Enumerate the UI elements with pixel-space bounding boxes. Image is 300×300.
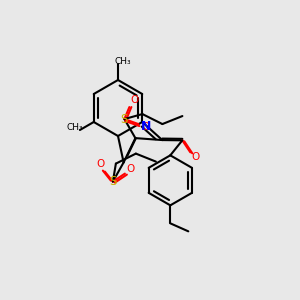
Text: S: S: [109, 175, 117, 188]
Text: O: O: [130, 95, 139, 105]
Text: CH₃: CH₃: [67, 122, 83, 131]
Text: S: S: [121, 112, 128, 126]
Text: O: O: [97, 159, 105, 169]
Text: O: O: [141, 122, 149, 132]
Text: O: O: [127, 164, 135, 174]
Text: CH₃: CH₃: [115, 58, 131, 67]
Text: O: O: [191, 152, 200, 162]
Text: N: N: [141, 119, 152, 133]
